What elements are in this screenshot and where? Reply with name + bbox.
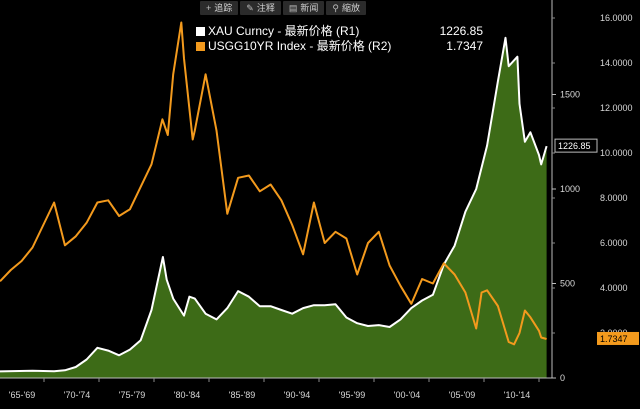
- legend-value-gold: 1226.85: [439, 24, 483, 38]
- legend-entry-gold[interactable]: XAU Curncy - 最新价格 (R1) 1226.85: [196, 24, 483, 39]
- gold-area: [0, 37, 547, 379]
- gold-last-value-tag-bg: [554, 138, 598, 153]
- x-tick-label: '65-'69: [9, 390, 35, 400]
- legend-name-yield: USGG10YR Index - 最新价格 (R2): [208, 39, 392, 53]
- zoom-button[interactable]: ⚲ 縮放: [326, 1, 366, 15]
- y-right-tick-label: 10.0000: [600, 148, 633, 158]
- yield-line: [0, 21, 547, 346]
- track-label: 追踪: [214, 3, 233, 13]
- annotate-button[interactable]: ✎ 注释: [240, 1, 281, 15]
- plus-icon: +: [206, 3, 212, 13]
- track-button[interactable]: + 追踪: [200, 1, 239, 15]
- y-right-tick-label: 6.0000: [600, 238, 628, 248]
- y-right-tick-label: 8.0000: [600, 193, 628, 203]
- gold-line: [0, 36, 548, 373]
- legend-value-yield: 1.7347: [446, 39, 483, 53]
- chart-legend: XAU Curncy - 最新价格 (R1) 1226.85 USGG10YR …: [192, 22, 487, 56]
- y-right-tick-label: 16.0000: [600, 13, 633, 23]
- yield-last-value-tag: 1.7347: [600, 334, 628, 344]
- x-tick-label: '80-'84: [174, 390, 200, 400]
- y-right-tick-label: 4.0000: [600, 283, 628, 293]
- legend-entry-yield[interactable]: USGG10YR Index - 最新价格 (R2) 1.7347: [196, 39, 483, 54]
- legend-swatch-yield: [196, 42, 205, 51]
- yield-last-value-tag-bg: [597, 331, 639, 345]
- x-tick-label: '70-'74: [64, 390, 90, 400]
- news-icon: ▤: [288, 3, 298, 13]
- news-label: 新闻: [300, 3, 319, 13]
- y-right-tick-label: 14.0000: [600, 58, 633, 68]
- annotate-label: 注释: [256, 3, 275, 13]
- zoom-label: 縮放: [341, 3, 360, 13]
- y-right-tick-label: 12.0000: [600, 103, 633, 113]
- gold-last-value-tag: 1226.85: [558, 141, 591, 151]
- x-tick-label: '00-'04: [394, 390, 420, 400]
- y-left-tick-label: 0: [560, 373, 565, 383]
- chart-toolbar: + 追踪 ✎ 注释 ▤ 新闻 ⚲ 縮放: [200, 1, 366, 15]
- y-left-tick-label: 500: [560, 279, 575, 289]
- x-tick-label: '90-'94: [284, 390, 310, 400]
- x-tick-label: '10-'14: [504, 390, 530, 400]
- x-tick-label: '75-'79: [119, 390, 145, 400]
- legend-name-gold: XAU Curncy - 最新价格 (R1): [208, 24, 360, 38]
- x-tick-label: '95-'99: [339, 390, 365, 400]
- news-button[interactable]: ▤ 新闻: [282, 1, 325, 15]
- legend-swatch-gold: [196, 27, 205, 36]
- y-left-tick-label: 1000: [560, 184, 580, 194]
- zoom-icon: ⚲: [332, 3, 339, 13]
- x-tick-label: '05-'09: [449, 390, 475, 400]
- x-tick-label: '85-'89: [229, 390, 255, 400]
- pencil-icon: ✎: [246, 3, 254, 13]
- y-left-tick-label: 1500: [560, 90, 580, 100]
